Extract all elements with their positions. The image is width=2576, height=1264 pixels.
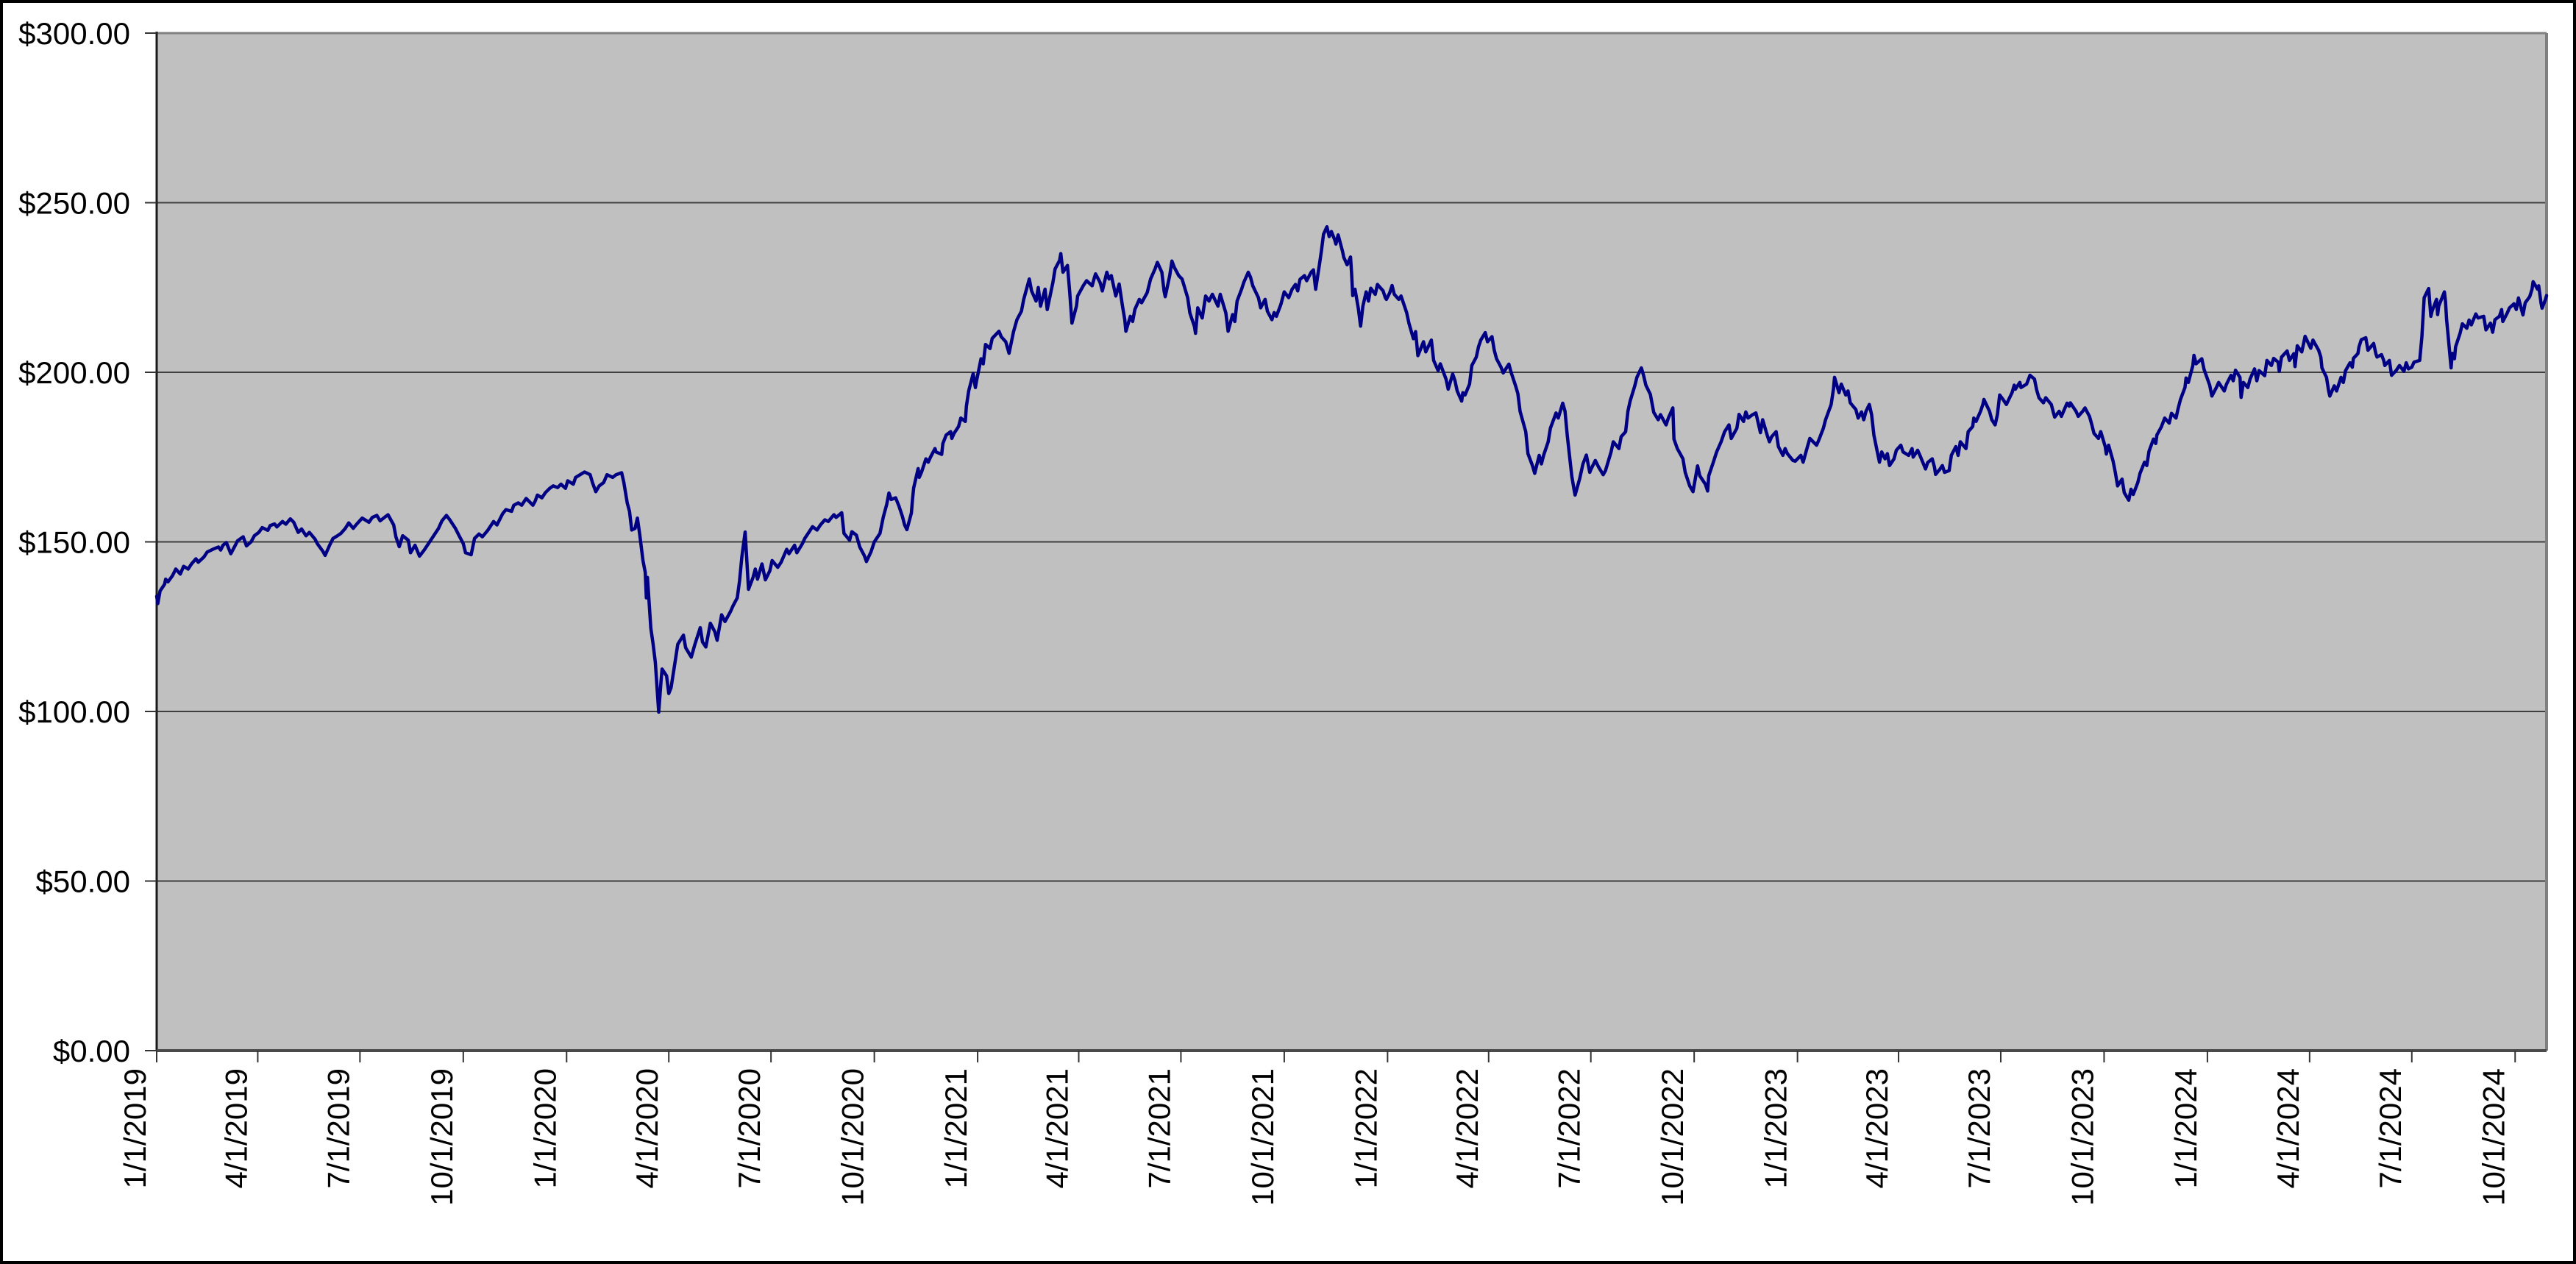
y-tick-label: $300.00 — [18, 16, 130, 51]
x-tick-label: 4/1/2023 — [1860, 1068, 1894, 1189]
x-tick-label: 10/1/2023 — [2065, 1068, 2099, 1206]
x-tick-label: 1/1/2023 — [1759, 1068, 1793, 1189]
x-tick-label: 4/1/2019 — [218, 1068, 253, 1189]
x-tick-label: 10/1/2024 — [2476, 1068, 2511, 1206]
x-tick-label: 1/1/2021 — [939, 1068, 973, 1189]
x-tick-label: 7/1/2022 — [1552, 1068, 1587, 1189]
x-tick-label: 7/1/2024 — [2373, 1068, 2408, 1189]
y-tick-label: $250.00 — [18, 186, 130, 221]
x-tick-label: 1/1/2022 — [1348, 1068, 1383, 1189]
x-tick-label: 10/1/2021 — [1245, 1068, 1280, 1206]
x-tick-label: 10/1/2022 — [1655, 1068, 1690, 1206]
y-tick-label: $0.00 — [53, 1034, 130, 1068]
y-tick-label: $150.00 — [18, 525, 130, 560]
y-tick-label: $100.00 — [18, 695, 130, 729]
x-tick-label: 1/1/2020 — [527, 1068, 562, 1189]
y-tick-label: $50.00 — [36, 864, 130, 899]
x-tick-label: 1/1/2024 — [2168, 1068, 2203, 1189]
x-tick-label: 4/1/2024 — [2271, 1068, 2305, 1189]
x-tick-label: 7/1/2023 — [1962, 1068, 1996, 1189]
x-tick-label: 1/1/2019 — [118, 1068, 152, 1189]
x-tick-label: 10/1/2020 — [836, 1068, 870, 1206]
price-line-series — [154, 224, 2549, 714]
x-tick-label: 7/1/2021 — [1142, 1068, 1176, 1189]
x-tick-label: 7/1/2019 — [321, 1068, 355, 1189]
x-tick-label: 4/1/2021 — [1039, 1068, 1074, 1189]
y-tick-label: $200.00 — [18, 355, 130, 390]
x-tick-label: 4/1/2022 — [1450, 1068, 1484, 1189]
x-tick-label: 7/1/2020 — [732, 1068, 766, 1189]
x-tick-label: 4/1/2020 — [630, 1068, 664, 1189]
x-tick-label: 10/1/2019 — [424, 1068, 459, 1206]
